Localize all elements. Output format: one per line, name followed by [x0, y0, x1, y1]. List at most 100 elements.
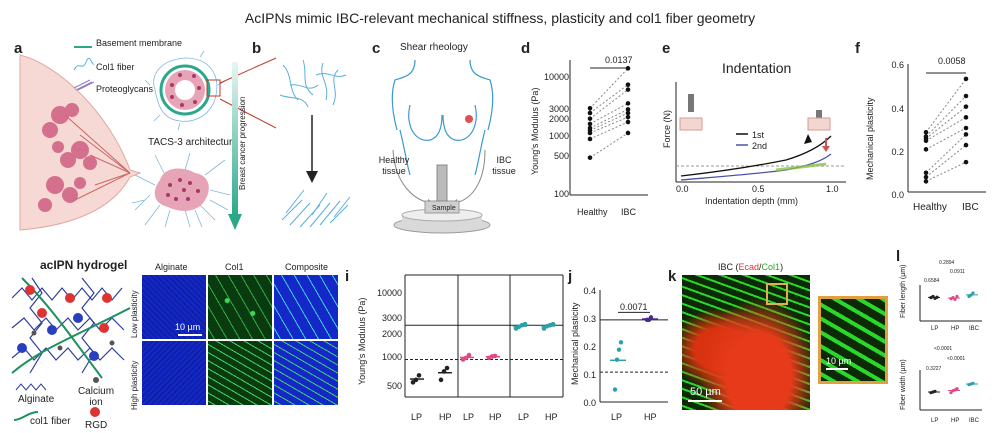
data-point: [625, 114, 631, 120]
pair-line: [589, 112, 629, 131]
data-point: [492, 353, 498, 359]
e-xtick: 0.5: [752, 184, 765, 194]
chart-d: [569, 60, 648, 196]
micro-scale-bar: [178, 334, 202, 336]
e-legend-2nd: 2nd: [752, 141, 768, 151]
progression-arrow: [228, 62, 242, 230]
f-ytick: 0.2: [891, 147, 904, 157]
chart-j: [599, 290, 668, 403]
d-ytick: 500: [553, 151, 569, 161]
data-point: [625, 107, 631, 112]
ibc-tissue-label: IBC tissue: [492, 155, 516, 176]
breast-illustration: [19, 54, 142, 231]
data-point: [625, 110, 631, 116]
d-xtick: IBC: [621, 207, 637, 217]
hydrogel-illustration: [11, 277, 131, 379]
data-point: [648, 315, 654, 320]
duct-illustration: [144, 50, 226, 131]
e-title: Indentation: [722, 60, 792, 76]
panel-label-c: c: [372, 40, 381, 57]
k-scale1: 50 µm: [690, 386, 721, 398]
fiber-illustration-bottom: [281, 189, 351, 228]
data-point: [438, 377, 444, 383]
pair-line: [925, 134, 967, 174]
pair-line: [925, 78, 967, 133]
data-point: [550, 321, 556, 327]
pair-line: [589, 89, 629, 120]
j-ylabel: Mechanical plasticity: [570, 302, 580, 385]
chart-e: [675, 82, 846, 183]
data-point: [963, 115, 969, 120]
l-top-xtick: HP: [951, 326, 960, 332]
l-bot-xtick: HP: [951, 418, 960, 424]
data-point: [587, 105, 593, 111]
j-ytick: 0.0: [583, 398, 596, 408]
data-point: [955, 387, 959, 391]
zoom-lines: [219, 57, 277, 129]
data-point: [963, 76, 969, 82]
data-point: [612, 387, 618, 392]
data-point: [616, 347, 622, 352]
data-point: [969, 293, 973, 297]
micro-high-alginate: [142, 341, 206, 405]
micro-low-alginate: [142, 275, 206, 339]
legend-basement-membrane-icon: [74, 46, 92, 48]
data-point: [625, 119, 631, 125]
f-ytick: 0.4: [891, 104, 904, 114]
l-bot-p3: <0.0001: [947, 356, 966, 362]
micro-row-high: High plasticity: [130, 360, 139, 410]
data-point: [923, 147, 929, 152]
legend-basement-membrane: Basement membrane: [96, 38, 183, 48]
pair-line: [589, 102, 629, 125]
pair-line: [589, 132, 629, 159]
micro-col-col1: Col1: [225, 262, 244, 272]
l-bot-p2: 0.3227: [926, 366, 942, 372]
legend-col1-fiber-icon: [73, 57, 95, 71]
pair-line: [925, 144, 967, 178]
j-ytick: 0.4: [583, 286, 596, 296]
micro-low-col1: [208, 275, 272, 339]
data-point: [625, 66, 631, 71]
data-point: [933, 389, 937, 393]
data-point: [587, 121, 593, 127]
pair-line: [925, 161, 967, 182]
f-pvalue: 0.0058: [938, 56, 966, 66]
data-point: [444, 365, 450, 371]
pair-line: [925, 127, 967, 150]
data-point: [625, 101, 631, 106]
l-top-xtick: LP: [931, 326, 939, 332]
i-xtick: LP: [518, 412, 530, 422]
e-xlabel: Indentation depth (mm): [705, 196, 799, 206]
data-point: [923, 134, 929, 139]
e-ylabel: Force (N): [662, 110, 672, 148]
k-micrograph: [682, 275, 810, 410]
i-xtick: HP: [439, 412, 452, 422]
d-ytick: 3000: [548, 104, 569, 114]
i-ylabel: Young's Modulus (Pa): [357, 297, 367, 385]
data-point: [923, 174, 929, 180]
calcium-legend-icon: [93, 377, 99, 383]
j-ytick: 0.2: [583, 342, 596, 352]
data-point: [466, 352, 472, 358]
data-point: [963, 125, 969, 131]
pair-line: [589, 108, 629, 129]
data-point: [413, 377, 419, 383]
torso-illustration: [391, 59, 494, 234]
data-point: [923, 170, 929, 176]
f-xtick: Healthy: [913, 202, 947, 213]
alginate-legend-icon: [15, 383, 47, 391]
j-xtick: HP: [644, 412, 657, 422]
figure-title: AcIPNs mimic IBC-relevant mechanical sti…: [244, 10, 756, 26]
legend-proteoglycans-icon: [73, 79, 95, 91]
panel-label-k: k: [668, 268, 677, 285]
pair-line: [925, 116, 967, 142]
k-scale-bar2: [826, 368, 848, 370]
i-ytick: 1000: [381, 352, 402, 362]
chart-l-top: [919, 285, 982, 322]
i-xtick: HP: [489, 412, 502, 422]
fiber-illustration-top: [279, 59, 347, 108]
d-ytick: 2000: [548, 114, 569, 124]
f-ytick: 0.0: [891, 190, 904, 200]
pair-line: [925, 95, 967, 137]
l-top-p2: 0.6584: [924, 278, 940, 284]
